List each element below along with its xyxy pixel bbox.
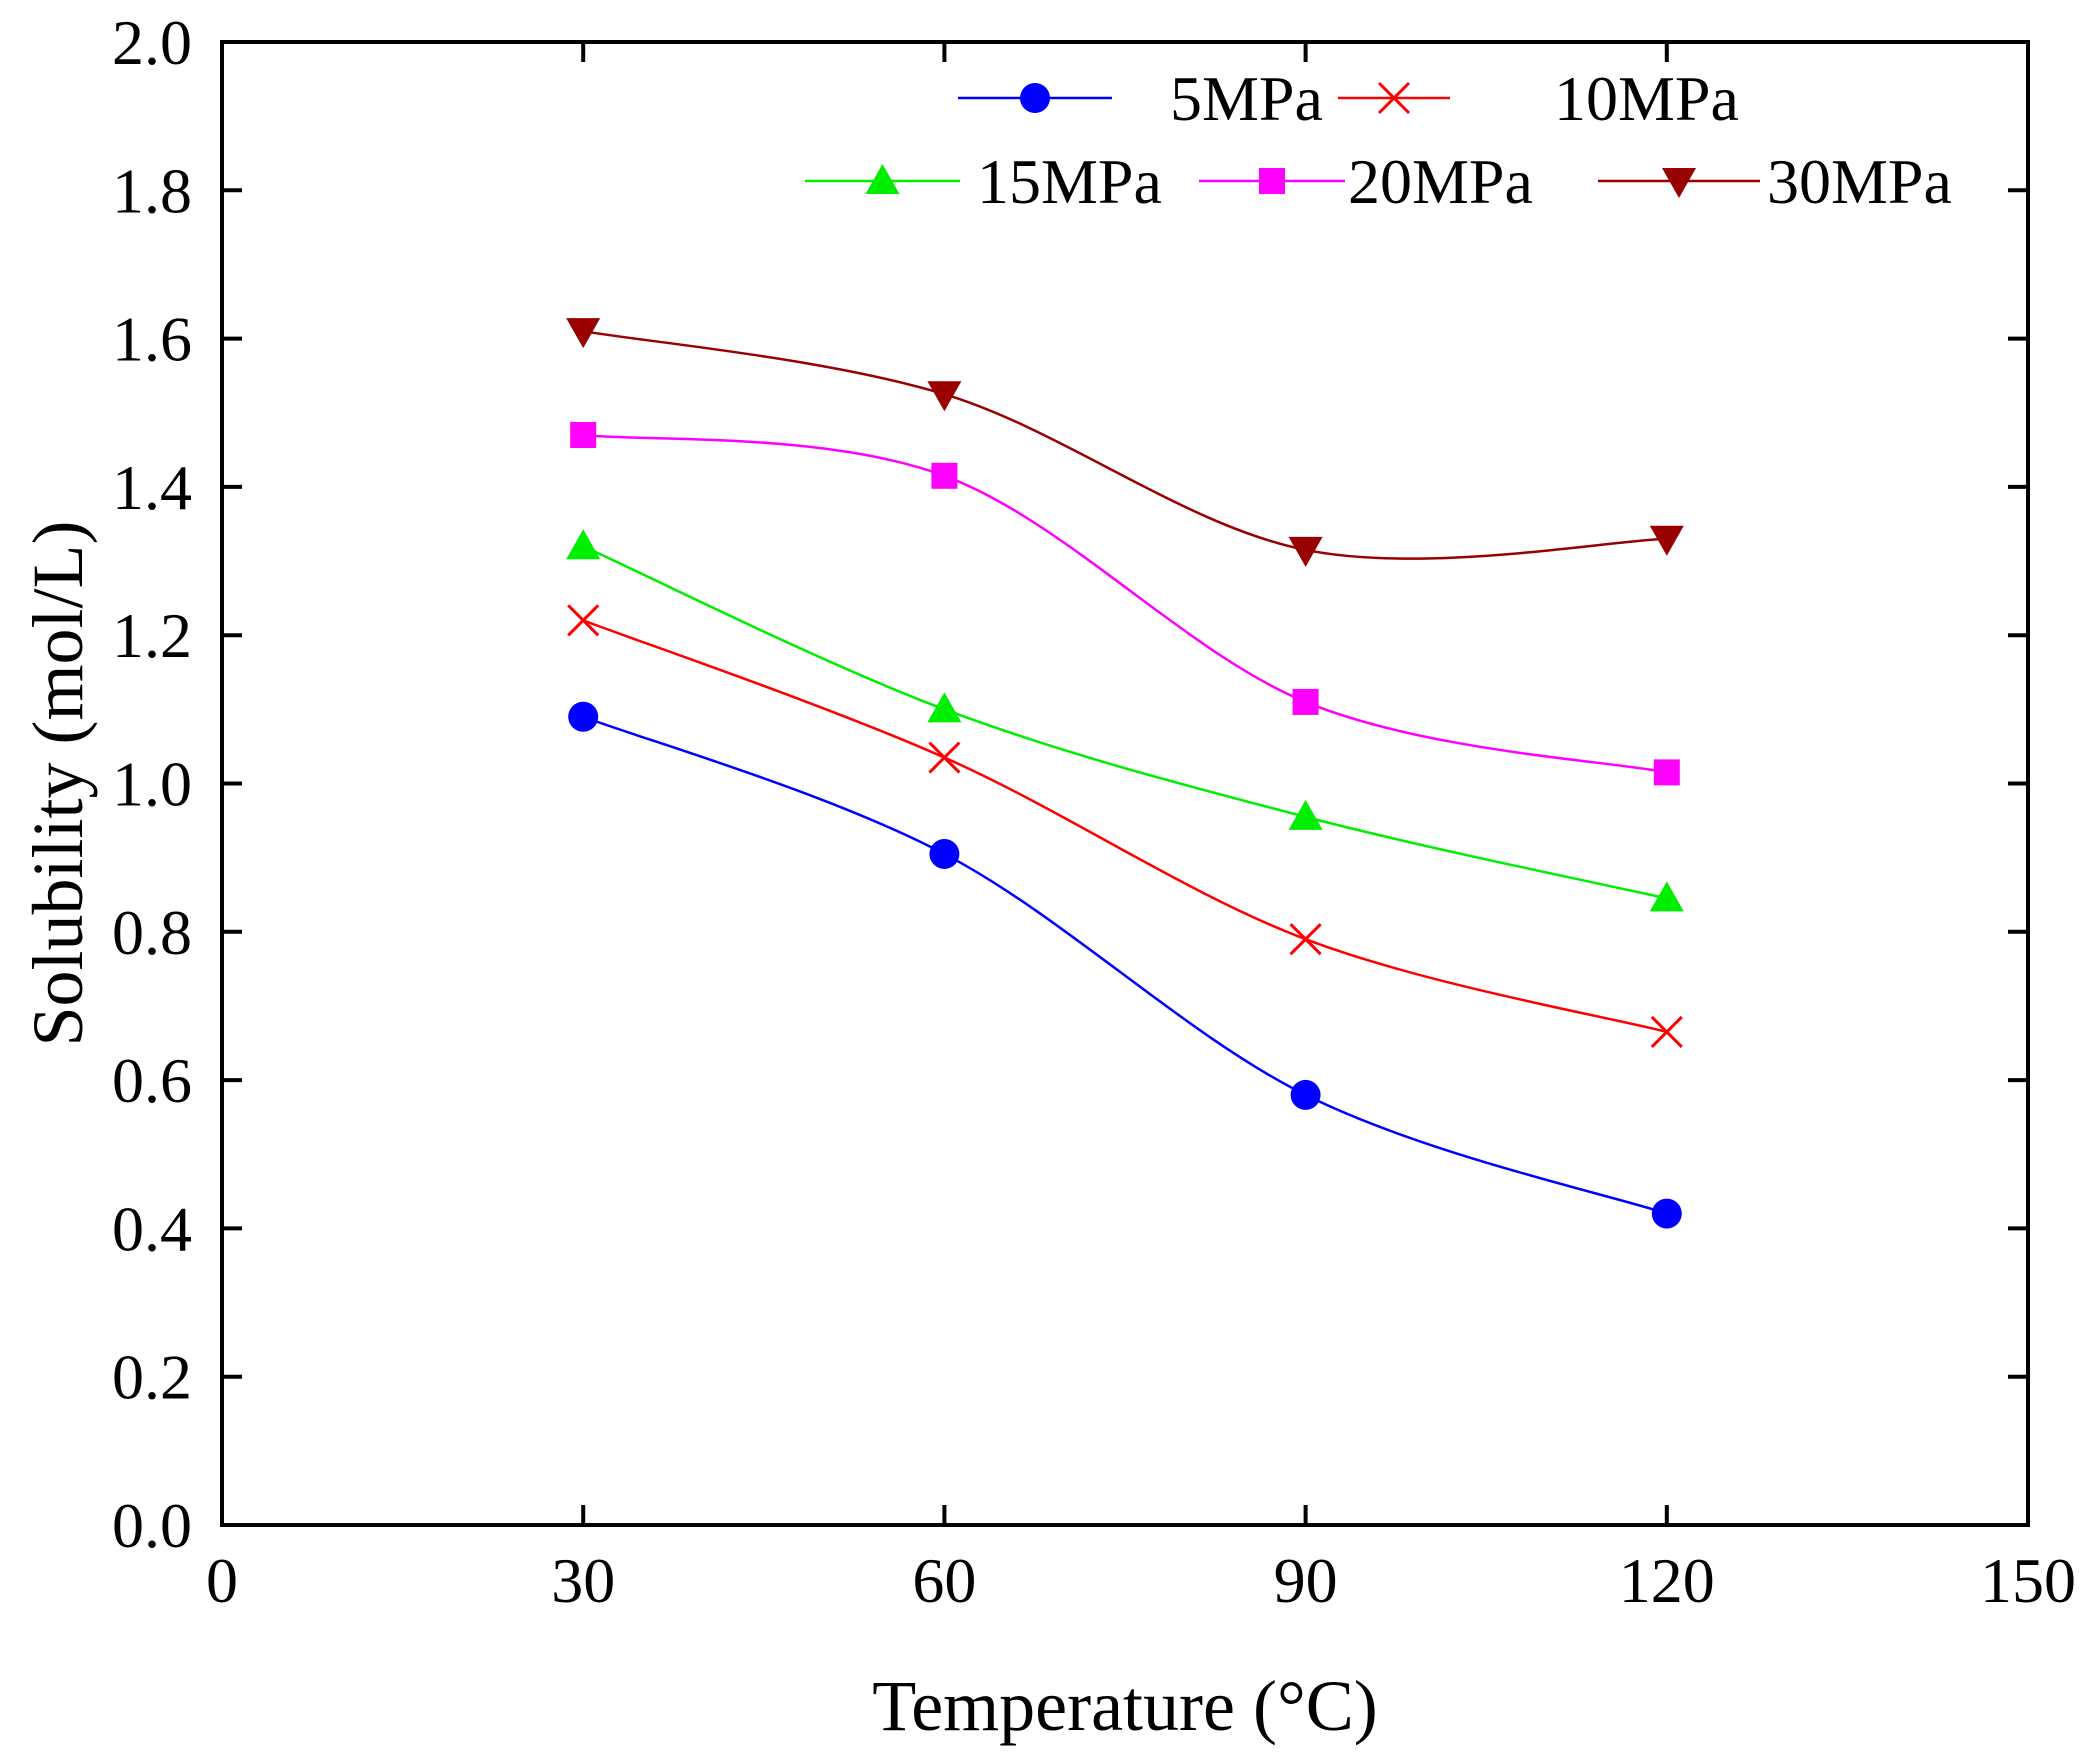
series-5MPa xyxy=(568,701,1682,1229)
data-point xyxy=(927,692,962,723)
plot-frame xyxy=(220,40,2030,1527)
data-point xyxy=(567,604,600,637)
y-tick-label: 1.4 xyxy=(112,452,192,523)
series-line xyxy=(583,433,1668,774)
data-point xyxy=(1292,688,1319,715)
legend-label: 10MPa xyxy=(1554,63,1739,134)
series-10MPa xyxy=(567,604,1683,1048)
legend-marker xyxy=(1662,168,1696,198)
legend-label: 30MPa xyxy=(1767,146,1952,217)
x-marker-stroke xyxy=(1650,1015,1683,1048)
legend-item-20MPa: 20MPa xyxy=(1199,146,1533,217)
legend-marker xyxy=(865,164,900,194)
x-tick-label: 90 xyxy=(1274,1545,1338,1616)
data-point xyxy=(1649,525,1684,556)
y-tick-label: 0.0 xyxy=(112,1490,192,1561)
series-20MPa xyxy=(570,421,1680,786)
legend-marker xyxy=(1020,83,1050,113)
y-tick-label: 0.2 xyxy=(112,1342,192,1413)
data-point xyxy=(1288,799,1323,830)
y-tick-label: 0.4 xyxy=(112,1193,192,1264)
x-marker-stroke xyxy=(567,604,600,637)
data-point xyxy=(931,462,958,489)
data-point xyxy=(929,838,960,869)
x-marker-stroke xyxy=(1289,923,1322,956)
legend-item-15MPa: 15MPa xyxy=(805,146,1162,217)
data-point xyxy=(1649,881,1684,912)
x-marker-stroke xyxy=(928,741,961,774)
legend-item-5MPa: 5MPa xyxy=(958,63,1323,134)
legend: 5MPa 10MPa 15MPa 20MPa 30MPa xyxy=(805,63,1952,217)
legend-label: 20MPa xyxy=(1348,146,1533,217)
legend-label: 5MPa xyxy=(1170,63,1323,134)
x-axis-title: Temperature (°C) xyxy=(872,1666,1378,1746)
x-tick-label: 30 xyxy=(551,1545,615,1616)
series-line xyxy=(582,545,1668,900)
series-line xyxy=(582,715,1668,1215)
y-tick-label: 1.6 xyxy=(112,304,192,375)
data-point xyxy=(570,421,597,448)
data-point xyxy=(1289,923,1322,956)
data-point xyxy=(1653,759,1680,786)
series-15MPa xyxy=(566,529,1684,912)
y-tick-label: 0.8 xyxy=(112,897,192,968)
x-tick-label: 120 xyxy=(1619,1545,1715,1616)
ticks-layer: 0 30 60 90 120 150 0.0 0.2 0.4 0.6 0.8 1.0 1.2 1.4 1.6… xyxy=(112,7,2076,1616)
legend-item-10MPa: 10MPa xyxy=(1338,63,1739,134)
x-tick-label: 0 xyxy=(206,1545,238,1616)
y-tick-label: 2.0 xyxy=(112,7,192,78)
y-tick-label: 1.0 xyxy=(112,749,192,820)
x-marker-stroke xyxy=(1377,81,1411,115)
x-tick-label: 60 xyxy=(912,1545,976,1616)
data-point xyxy=(927,381,962,412)
data-point xyxy=(1650,1015,1683,1048)
series-line xyxy=(582,329,1667,560)
data-point xyxy=(928,741,961,774)
series-layer xyxy=(566,318,1684,1229)
legend-item-30MPa: 30MPa xyxy=(1598,146,1952,217)
x-tick-label: 150 xyxy=(1980,1545,2076,1616)
data-point xyxy=(566,318,601,349)
y-tick-label: 1.8 xyxy=(112,155,192,226)
data-point xyxy=(568,701,599,732)
series-30MPa xyxy=(566,318,1684,567)
data-point xyxy=(1288,536,1323,567)
series-line xyxy=(582,619,1668,1034)
y-tick-label: 0.6 xyxy=(112,1045,192,1116)
y-tick-label: 1.2 xyxy=(112,600,192,671)
data-point xyxy=(1290,1079,1321,1110)
legend-marker xyxy=(1259,168,1285,194)
legend-marker xyxy=(1377,81,1411,115)
y-axis-title: Solubility (mol/L) xyxy=(18,520,98,1046)
data-point xyxy=(1651,1198,1682,1229)
legend-label: 15MPa xyxy=(977,146,1162,217)
data-point xyxy=(566,529,601,560)
